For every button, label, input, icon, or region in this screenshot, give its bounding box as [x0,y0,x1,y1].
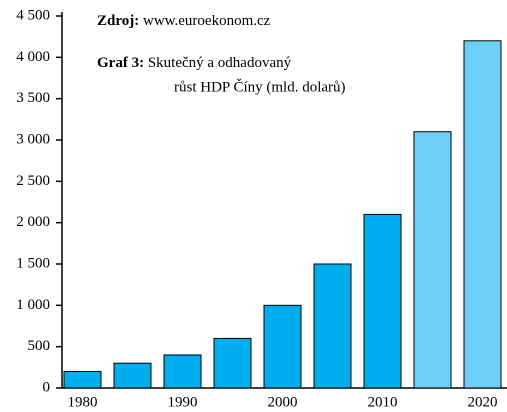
y-tick-label: 3 500 [16,90,50,106]
y-tick-label: 3 000 [16,131,50,147]
bar [263,304,302,389]
bar [213,337,252,389]
y-tick-label: 4 000 [16,49,50,65]
chart-title: růst HDP Číny (mld. dolarů) [174,78,346,95]
bar [113,362,152,389]
y-tick-label: 1 000 [16,297,50,313]
source-line: Zdroj: www.euroekonom.cz [97,13,271,29]
y-tick-label: 2 500 [16,173,50,189]
bar [413,131,452,389]
bar [463,40,502,389]
y-tick-label: 4 500 [16,7,50,23]
x-tick-label: 2010 [368,394,398,410]
y-tick-label: 1 500 [16,255,50,271]
y-tick-label: 0 [43,379,51,395]
title-line: Graf 3: Skutečný a odhadovaný [97,55,292,71]
bar [313,263,352,389]
y-tick-label: 2 000 [16,214,50,230]
chart-title: Skutečný a odhadovaný [148,55,292,71]
y-tick-label: 500 [28,338,51,354]
x-tick-label: 1990 [168,394,198,410]
bar [363,213,402,389]
bar [163,354,202,389]
source: www.euroekonom.cz [143,13,271,29]
x-tick-label: 2000 [268,394,298,410]
bar [63,370,102,389]
graph-label: Graf 3: [97,55,144,71]
x-tick-label: 1980 [68,394,98,410]
x-tick-label: 2020 [468,394,498,410]
source-label: Zdroj: [97,13,139,29]
